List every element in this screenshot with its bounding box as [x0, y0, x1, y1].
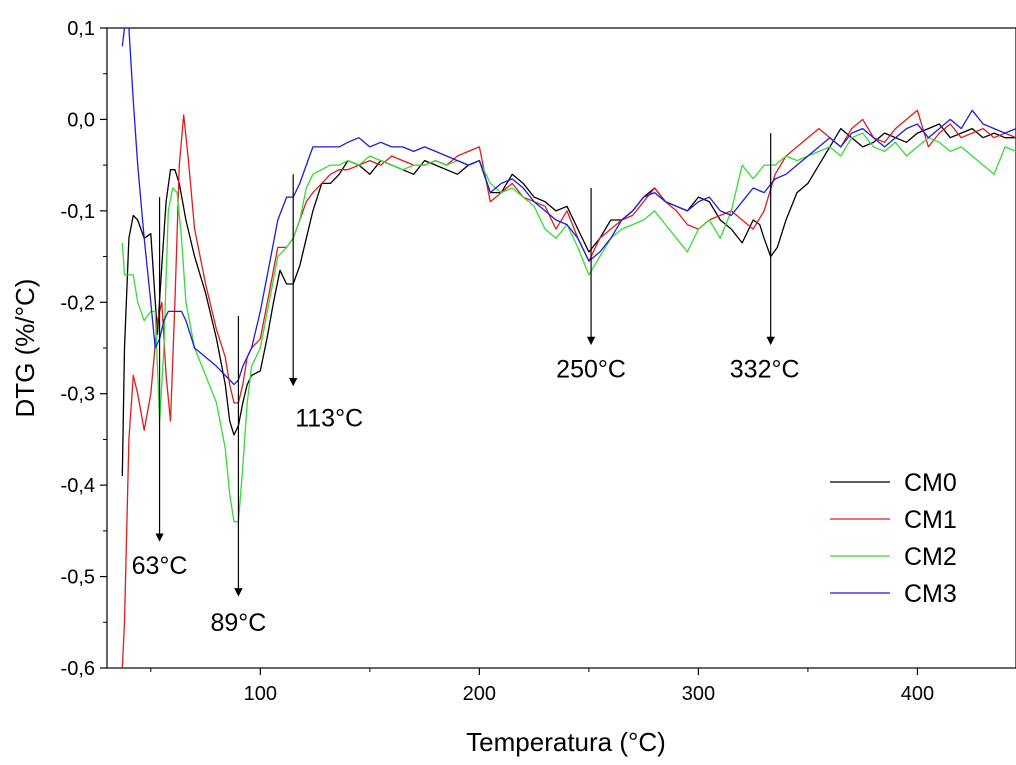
y-tick-label: -0,2: [61, 292, 95, 314]
plot-frame: [106, 27, 1016, 669]
series-line-cm3: [121, 28, 1016, 386]
annotation-layer: 63°C 89°C 113°C 250°C 332°C: [132, 133, 800, 637]
x-tick-label: 100: [244, 683, 277, 705]
legend-label: CM1: [904, 506, 957, 534]
axes-layer: 0,1 0,0 -0,1 -0,2 -0,3 -0,4 -0,5 -0,6 100 200 300 4…: [61, 18, 935, 705]
x-tick-label: 200: [463, 683, 496, 705]
y-tick-label: 0,0: [67, 109, 95, 131]
y-tick-label: 0,1: [67, 18, 95, 40]
legend: CM0 CM1 CM2 CM3: [830, 469, 957, 608]
legend-label: CM2: [904, 543, 957, 571]
y-tick-label: -0,6: [61, 658, 95, 680]
annotation-label: 89°C: [210, 609, 266, 637]
annotation-label: 63°C: [132, 552, 188, 580]
y-tick-label: -0,5: [61, 567, 95, 589]
y-tick-label: -0,1: [61, 201, 95, 223]
series-line-cm2: [121, 132, 1016, 523]
series-layer: [121, 28, 1016, 668]
legend-label: CM3: [904, 580, 957, 608]
x-axis-title: Temperatura (°C): [466, 727, 666, 757]
y-tick-label: -0,4: [61, 475, 95, 497]
x-tick-label: 300: [682, 683, 715, 705]
annotation-label: 250°C: [556, 355, 626, 383]
plot-area: [106, 27, 1016, 669]
legend-label: CM0: [904, 469, 957, 497]
x-tick-label: 400: [901, 683, 934, 705]
annotation-label: 332°C: [730, 355, 800, 383]
y-axis-title: DTG (%/°C): [10, 279, 40, 418]
y-tick-label: -0,3: [61, 384, 95, 406]
series-line-cm0: [121, 123, 1016, 477]
annotation-label: 113°C: [295, 405, 363, 433]
